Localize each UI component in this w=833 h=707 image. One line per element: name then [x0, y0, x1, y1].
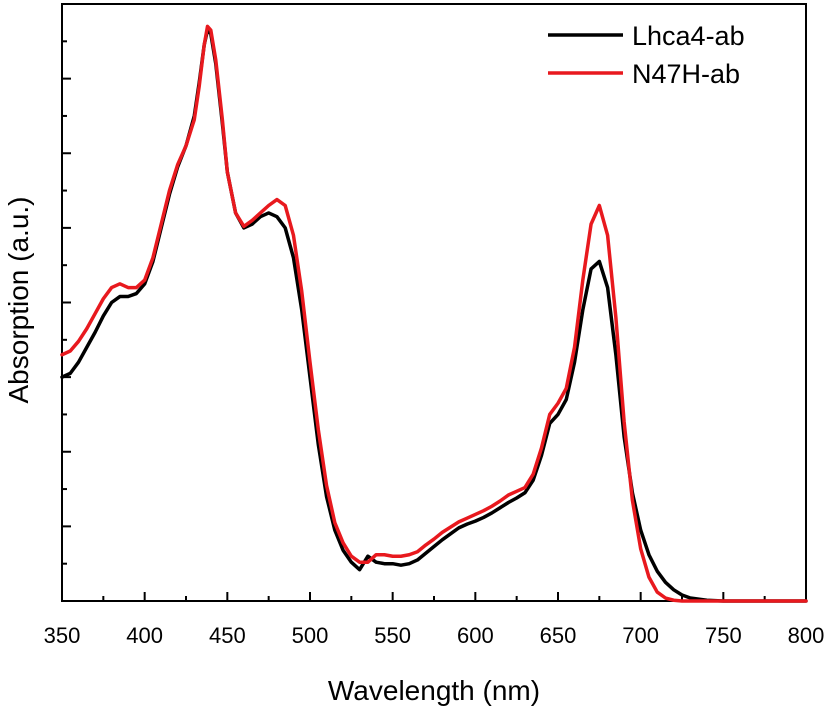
legend-label: Lhca4-ab: [632, 21, 745, 51]
x-tick-label: 750: [705, 623, 742, 648]
x-tick-label: 400: [126, 623, 163, 648]
series-line-0: [60, 28, 808, 603]
x-tick-label: 800: [788, 623, 825, 648]
legend: Lhca4-ab N47H-ab: [548, 21, 745, 89]
legend-label: N47H-ab: [632, 59, 740, 89]
y-axis-ticks: [62, 3, 71, 565]
series-layer: [60, 24, 808, 603]
x-tick-label: 350: [44, 623, 81, 648]
x-tick-label: 450: [209, 623, 246, 648]
x-axis-ticks: 350 400 450 500 550 600 650 700 750 800: [44, 592, 825, 648]
y-axis-title: Absorption (a.u.): [3, 197, 34, 404]
x-axis-title: Wavelength (nm): [328, 675, 540, 706]
x-tick-label: 600: [457, 623, 494, 648]
x-tick-label: 500: [292, 623, 329, 648]
x-tick-label: 700: [622, 623, 659, 648]
plot-frame: [61, 3, 807, 602]
series-line-1: [60, 24, 808, 603]
x-tick-label: 650: [540, 623, 577, 648]
x-tick-label: 550: [374, 623, 411, 648]
